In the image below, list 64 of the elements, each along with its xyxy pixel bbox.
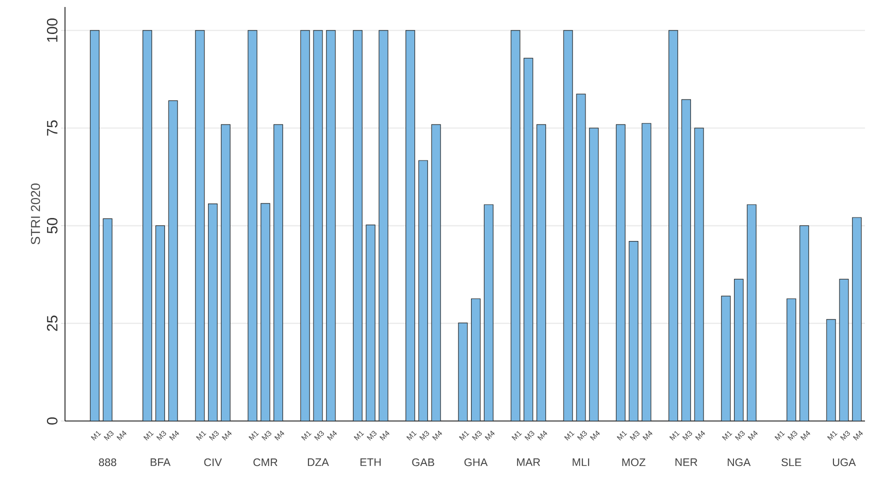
bar <box>300 30 310 422</box>
bar <box>155 225 165 422</box>
bar <box>799 225 810 422</box>
bar <box>90 30 100 422</box>
y-tick-label: 25 <box>46 316 58 331</box>
bar <box>786 298 796 422</box>
x-tick-label: GAB <box>412 458 434 466</box>
x-tick-label: NER <box>676 458 698 466</box>
bar <box>852 217 862 422</box>
y-tick-label: 75 <box>47 120 58 136</box>
bar <box>721 296 731 422</box>
y-tick-label: 100 <box>46 18 58 42</box>
x-tick-label: DZA <box>308 458 329 466</box>
bar <box>406 30 416 422</box>
bar <box>734 278 744 422</box>
bar <box>378 30 388 422</box>
bar <box>313 30 323 422</box>
bar <box>484 204 494 422</box>
bar <box>260 203 270 422</box>
bar <box>826 319 836 422</box>
x-tick-label: GHA <box>464 458 488 466</box>
bar <box>524 58 534 422</box>
bar <box>431 124 441 422</box>
bar <box>195 30 205 422</box>
bar <box>746 204 756 422</box>
bar <box>839 278 849 422</box>
bar <box>458 322 468 422</box>
y-tick-label: 0 <box>46 417 58 425</box>
bar <box>220 124 230 422</box>
x-tick-label: 888 <box>98 458 116 466</box>
bar <box>326 30 336 422</box>
bar <box>471 298 481 422</box>
bar <box>168 100 178 422</box>
bar <box>510 30 520 422</box>
x-tick-label: BFA <box>150 458 171 466</box>
x-tick-label: MAR <box>517 458 540 466</box>
bar <box>274 124 284 422</box>
bar <box>352 30 362 422</box>
x-tick-label: ETH <box>360 458 381 466</box>
bar <box>142 30 152 422</box>
y-axis-title: STRI 2020 <box>30 184 40 244</box>
bar <box>628 241 638 422</box>
bar <box>208 204 218 422</box>
bar <box>668 30 678 422</box>
bar <box>642 123 652 422</box>
x-tick-label: SLE <box>782 458 802 466</box>
bar <box>418 160 428 422</box>
bar <box>366 224 376 422</box>
x-tick-label: MLI <box>572 458 590 466</box>
bar <box>589 128 599 422</box>
bar <box>536 124 546 422</box>
x-tick-label: CIV <box>204 458 222 466</box>
bar <box>102 218 112 422</box>
x-tick-label: CMR <box>253 458 278 466</box>
x-tick-label: NGA <box>728 458 751 466</box>
bar <box>694 128 704 422</box>
x-tick-label: UGA <box>832 458 856 466</box>
y-tick-label: 50 <box>46 218 58 234</box>
bar <box>616 124 626 422</box>
bar <box>576 94 586 422</box>
bar <box>248 30 258 422</box>
bar <box>681 99 691 422</box>
x-tick-label: MOZ <box>622 458 646 466</box>
bar <box>563 30 573 422</box>
